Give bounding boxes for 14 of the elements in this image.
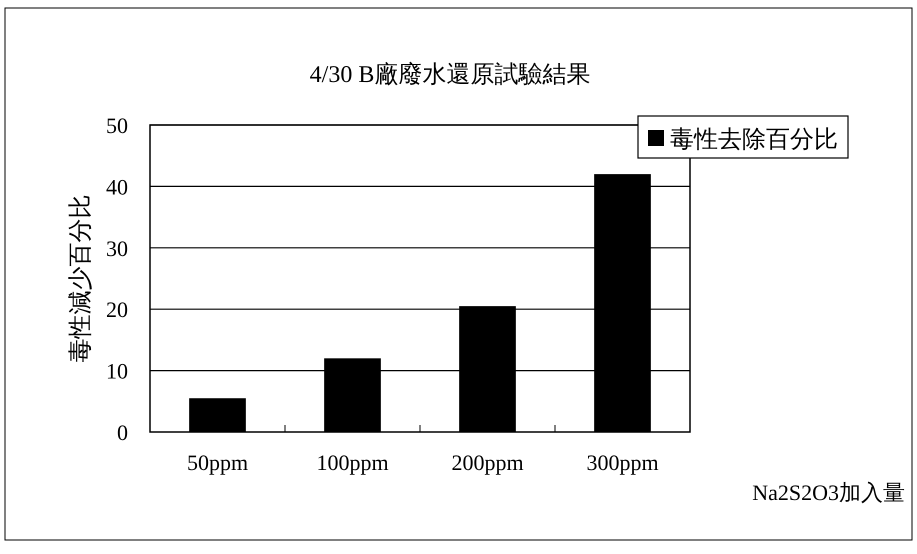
x-tick-label: 50ppm xyxy=(186,450,248,475)
x-axis-title: Na2S2O3加入量 xyxy=(752,480,905,505)
x-tick-label: 200ppm xyxy=(451,450,524,475)
chart-title: 4/30 B廠廢水還原試驗結果 xyxy=(310,61,590,88)
x-tick-label: 300ppm xyxy=(586,450,659,475)
y-tick-label: 30 xyxy=(106,236,128,261)
y-axis-title: 毒性減少百分比 xyxy=(66,194,94,362)
x-tick-label: 100ppm xyxy=(316,450,389,475)
y-tick-label: 0 xyxy=(117,420,128,445)
y-tick-label: 40 xyxy=(106,174,128,200)
legend-label: 毒性去除百分比 xyxy=(670,127,838,153)
y-tick-label: 10 xyxy=(106,358,128,384)
y-tick-label: 20 xyxy=(106,297,128,322)
y-tick-label: 50 xyxy=(106,113,128,138)
